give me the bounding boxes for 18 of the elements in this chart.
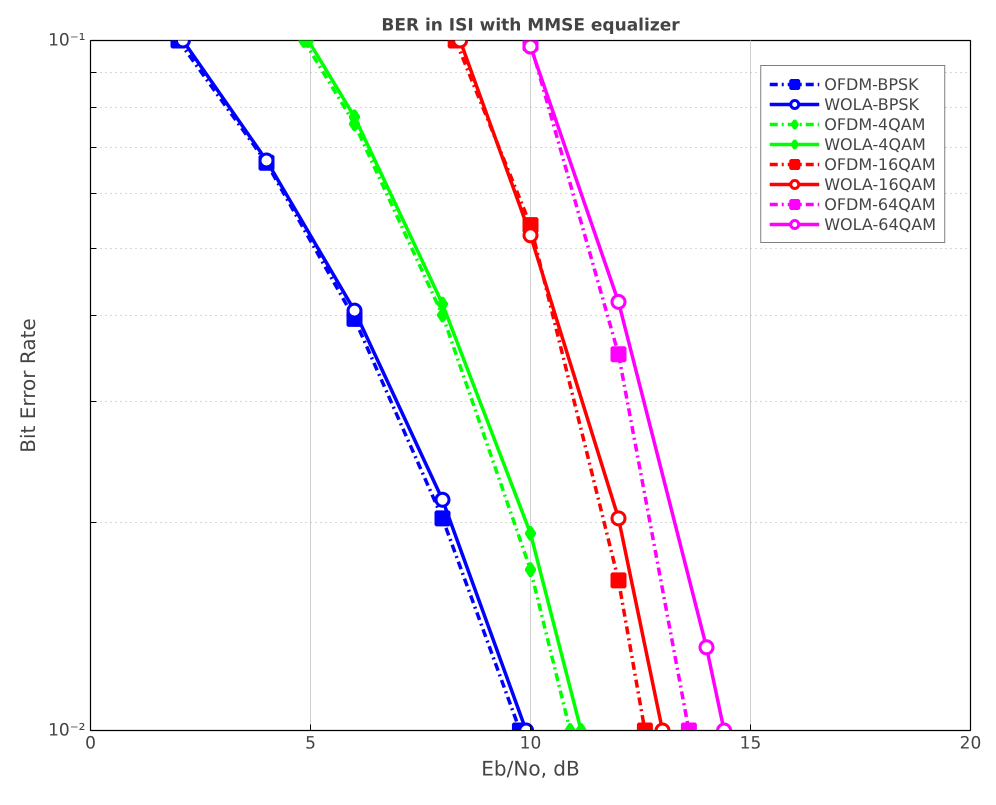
y-tick-label: 10⁻¹ (48, 30, 86, 50)
x-axis-title: Eb/No, dB (481, 756, 580, 780)
legend-label: WOLA-16QAM (824, 174, 936, 194)
y-tick-label: 10⁻² (48, 720, 86, 740)
legend-label: WOLA-64QAM (824, 214, 936, 234)
legend-label: OFDM-16QAM (824, 154, 936, 174)
y-axis-title: Bit Error Rate (16, 318, 40, 453)
legend-label: OFDM-64QAM (824, 194, 936, 214)
legend-label: WOLA-BPSK (824, 94, 919, 114)
x-tick-label: 0 (85, 734, 96, 754)
x-tick-label: 5 (305, 734, 316, 754)
legend-label: OFDM-4QAM (824, 114, 926, 134)
legend-label: WOLA-4QAM (824, 134, 926, 154)
x-tick-label: 15 (740, 734, 762, 754)
chart-title: BER in ISI with MMSE equalizer (381, 16, 680, 36)
x-tick-label: 20 (960, 734, 982, 754)
legend-label: OFDM-BPSK (824, 74, 919, 94)
x-tick-label: 10 (520, 734, 542, 754)
